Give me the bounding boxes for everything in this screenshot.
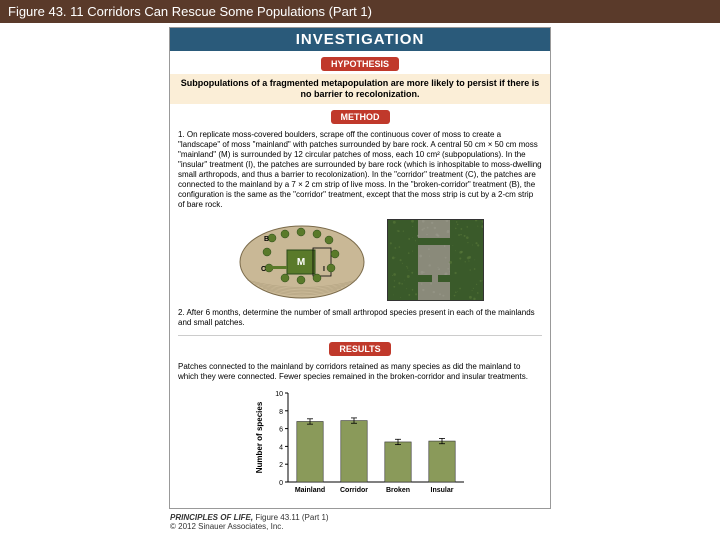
svg-text:B: B <box>264 236 269 243</box>
svg-text:Insular: Insular <box>431 487 454 494</box>
svg-text:Number of species: Number of species <box>255 401 264 473</box>
svg-text:Corridor: Corridor <box>340 487 368 494</box>
method-step-1: 1. On replicate moss-covered boulders, s… <box>178 130 542 210</box>
svg-text:2: 2 <box>279 462 283 469</box>
svg-text:M: M <box>296 257 304 268</box>
method-step-2: 2. After 6 months, determine the number … <box>178 308 542 328</box>
method-label-wrap: METHOD <box>170 107 550 125</box>
chart-box: 0 2 4 6 8 10 Number of species Mainland Corridor… <box>170 385 550 508</box>
method-text: 1. On replicate moss-covered boulders, s… <box>170 127 550 215</box>
svg-text:Mainland: Mainland <box>295 487 325 494</box>
hypothesis-pill: HYPOTHESIS <box>321 57 399 71</box>
results-text: Patches connected to the mainland by cor… <box>170 359 550 385</box>
hypothesis-label-wrap: HYPOTHESIS <box>170 54 550 72</box>
figure-box: INVESTIGATION HYPOTHESIS Subpopulations … <box>169 27 551 509</box>
svg-text:C: C <box>261 266 266 273</box>
bar-chart: 0 2 4 6 8 10 Number of species Mainland Corridor… <box>250 387 470 502</box>
svg-text:8: 8 <box>279 408 283 415</box>
results-pill: RESULTS <box>329 342 390 356</box>
caption-title: PRINCIPLES OF LIFE, <box>170 513 253 522</box>
svg-text:Broken: Broken <box>386 487 410 494</box>
figure-wrap: INVESTIGATION HYPOTHESIS Subpopulations … <box>0 27 720 509</box>
method-pill: METHOD <box>331 110 390 124</box>
svg-text:I: I <box>323 266 325 273</box>
diagram-row: M B C I <box>170 215 550 305</box>
divider <box>178 335 542 336</box>
svg-text:6: 6 <box>279 426 283 433</box>
svg-text:10: 10 <box>275 391 283 398</box>
caption: PRINCIPLES OF LIFE, Figure 43.11 (Part 1… <box>0 509 720 531</box>
boulder-diagram: M B C I <box>237 220 367 300</box>
caption-copyright: © 2012 Sinauer Associates, Inc. <box>170 522 284 531</box>
closeup-diagram <box>387 219 484 301</box>
investigation-header: INVESTIGATION <box>170 28 550 51</box>
caption-fig: Figure 43.11 (Part 1) <box>253 513 328 522</box>
svg-text:0: 0 <box>279 480 283 487</box>
title-bar: Figure 43. 11 Corridors Can Rescue Some … <box>0 0 720 23</box>
title-text: Figure 43. 11 Corridors Can Rescue Some … <box>8 4 372 19</box>
hypothesis-text: Subpopulations of a fragmented metapopul… <box>170 74 550 104</box>
results-label-wrap: RESULTS <box>170 339 550 357</box>
svg-text:4: 4 <box>279 444 283 451</box>
method-text-2: 2. After 6 months, determine the number … <box>170 305 550 333</box>
